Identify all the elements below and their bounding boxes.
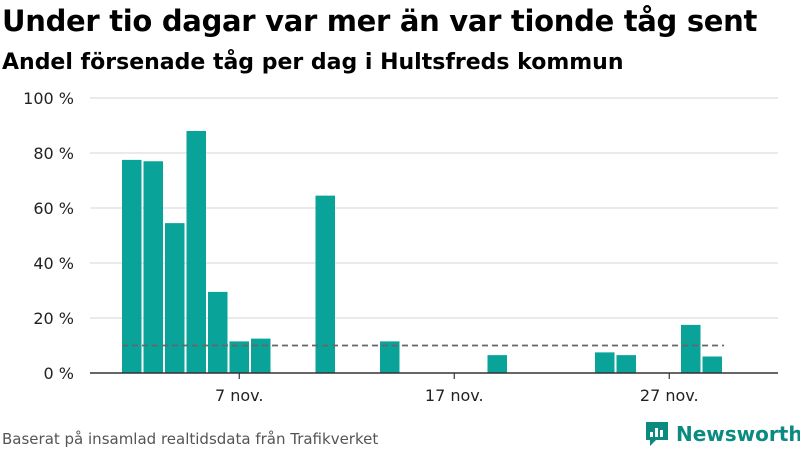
y-tick-label: 40 % xyxy=(33,254,74,273)
bar xyxy=(229,341,249,373)
y-tick-label: 60 % xyxy=(33,199,74,218)
bar xyxy=(208,291,228,373)
chart-subtitle: Andel försenade tåg per dag i Hultsfreds… xyxy=(2,50,624,75)
bar xyxy=(251,338,271,373)
bar-chart: 0 % 20 % 40 % 60 % 80 % 100 % 7 nov. 17 nov. 27 … xyxy=(23,89,778,405)
bar xyxy=(186,131,206,373)
newsworthy-logo-icon xyxy=(646,422,668,446)
source-note: Baserat på insamlad realtidsdata från Tr… xyxy=(2,430,379,448)
x-tick-label: 7 nov. xyxy=(215,386,264,405)
bar xyxy=(143,161,163,373)
y-tick-label: 0 % xyxy=(44,364,74,383)
bar xyxy=(380,341,400,373)
x-tick-label: 27 nov. xyxy=(640,386,699,405)
bar xyxy=(315,195,335,373)
chart-title: Under tio dagar var mer än var tionde tå… xyxy=(2,4,758,38)
brand-name: Newsworthy xyxy=(676,422,800,446)
y-tick-label: 20 % xyxy=(33,309,74,328)
bar xyxy=(487,355,507,373)
y-tick-label: 100 % xyxy=(23,89,74,108)
bar xyxy=(595,352,615,373)
y-tick-label: 80 % xyxy=(33,144,74,163)
bar xyxy=(681,324,701,373)
bar xyxy=(165,223,185,373)
bar xyxy=(616,355,636,373)
x-tick-label: 17 nov. xyxy=(425,386,484,405)
newsworthy-logo: Newsworthy xyxy=(644,420,800,448)
bar xyxy=(702,356,722,373)
bar xyxy=(122,159,142,373)
